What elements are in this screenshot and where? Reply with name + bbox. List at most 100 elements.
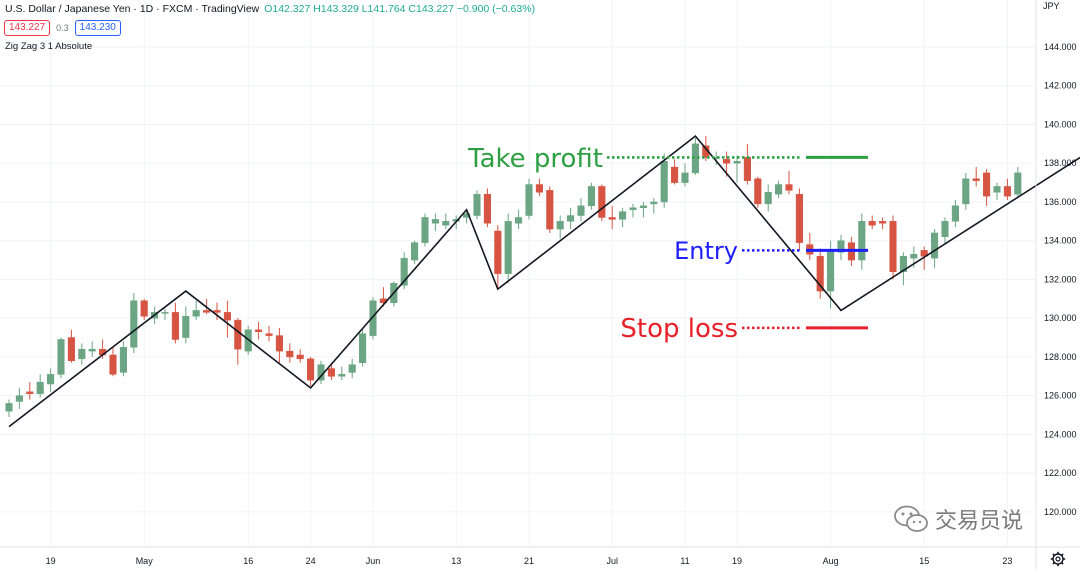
candle-body xyxy=(223,312,231,321)
candle xyxy=(951,200,959,228)
candle-body xyxy=(140,300,148,317)
y-tick-label: 128.000 xyxy=(1044,352,1077,362)
candle xyxy=(837,234,845,261)
x-tick-label: 11 xyxy=(680,556,689,566)
candle-body xyxy=(660,161,668,203)
candle xyxy=(608,205,616,230)
candle xyxy=(109,347,117,377)
candle-body xyxy=(171,312,179,340)
candle xyxy=(255,322,263,340)
candle-body xyxy=(192,310,200,317)
currency-label[interactable]: JPY xyxy=(1043,1,1060,11)
candle xyxy=(369,296,377,340)
candle-body xyxy=(785,184,793,191)
candle xyxy=(619,207,627,228)
candle xyxy=(5,399,13,417)
candle-body xyxy=(275,335,283,352)
y-tick-label: 132.000 xyxy=(1044,274,1077,284)
candle-body xyxy=(286,350,294,358)
spread-value: 0.3 xyxy=(56,23,69,33)
candle-body xyxy=(650,201,658,205)
candle xyxy=(296,349,304,363)
candle xyxy=(182,306,190,344)
candle xyxy=(88,341,96,357)
candle-body xyxy=(47,374,55,385)
level-label: Take profit xyxy=(467,144,603,174)
watermark: 交易员说 xyxy=(893,503,1023,535)
candle xyxy=(463,209,471,224)
indicator-legend[interactable]: Zig Zag 3 1 Absolute xyxy=(5,41,93,52)
candle xyxy=(941,217,949,245)
candle xyxy=(26,382,34,400)
candle xyxy=(275,327,283,363)
candle xyxy=(931,229,939,268)
candle xyxy=(879,217,887,230)
candle xyxy=(442,213,450,230)
x-tick-label: Jun xyxy=(366,556,381,566)
candle-body xyxy=(837,240,845,253)
y-tick-label: 122.000 xyxy=(1044,468,1077,478)
candle-body xyxy=(1003,186,1011,197)
candle xyxy=(421,213,429,247)
candle-body xyxy=(827,250,835,292)
y-tick-label: 126.000 xyxy=(1044,391,1077,401)
candle-body xyxy=(764,192,772,205)
buy-button[interactable]: 143.230 xyxy=(74,20,121,36)
candle-body xyxy=(431,219,439,224)
candle xyxy=(78,343,86,365)
candle-body xyxy=(348,364,356,373)
sell-button[interactable]: 143.227 xyxy=(4,20,51,36)
y-tick-label: 124.000 xyxy=(1044,429,1077,439)
candle xyxy=(962,172,970,210)
candle xyxy=(473,190,481,220)
candle-body xyxy=(608,217,616,220)
y-tick-label: 142.000 xyxy=(1044,81,1077,91)
candle xyxy=(795,188,803,251)
x-tick-label: 16 xyxy=(243,556,253,566)
candle-body xyxy=(119,346,127,373)
x-tick-label: 15 xyxy=(919,556,929,566)
wechat-icon xyxy=(894,505,928,532)
candle-body xyxy=(203,310,211,313)
candle xyxy=(972,167,980,187)
candle-body xyxy=(494,230,502,274)
candle-body xyxy=(463,213,471,218)
y-tick-label: 134.000 xyxy=(1044,236,1077,246)
candle-body xyxy=(57,339,65,375)
candlesticks xyxy=(5,136,1022,417)
candle xyxy=(587,182,595,210)
candle xyxy=(57,337,65,379)
candle xyxy=(858,213,866,270)
candle-body xyxy=(931,232,939,259)
candle-body xyxy=(629,207,637,210)
x-tick-label: 21 xyxy=(524,556,534,566)
candle-body xyxy=(161,312,169,314)
candle-body xyxy=(78,348,86,360)
candle-body xyxy=(816,255,824,292)
candle xyxy=(161,308,169,321)
candle-body xyxy=(723,159,731,164)
candle xyxy=(899,252,907,286)
candle-body xyxy=(910,254,918,259)
candle xyxy=(525,178,533,220)
candle-body xyxy=(515,217,523,224)
candle-body xyxy=(962,178,970,205)
candle xyxy=(431,213,439,232)
candle xyxy=(483,188,491,228)
candle xyxy=(515,209,523,230)
candle xyxy=(411,240,419,264)
candle xyxy=(546,186,554,233)
candle-body xyxy=(400,257,408,286)
candle-body xyxy=(421,217,429,243)
candle-body xyxy=(858,221,866,261)
candle xyxy=(67,329,75,363)
candle-body xyxy=(743,157,751,181)
candle xyxy=(775,180,783,199)
candle-body xyxy=(879,221,887,224)
candle-body xyxy=(369,300,377,336)
gear-icon[interactable] xyxy=(1050,551,1066,567)
y-tick-label: 120.000 xyxy=(1044,507,1077,517)
candle xyxy=(733,155,741,183)
candle-body xyxy=(307,358,315,381)
